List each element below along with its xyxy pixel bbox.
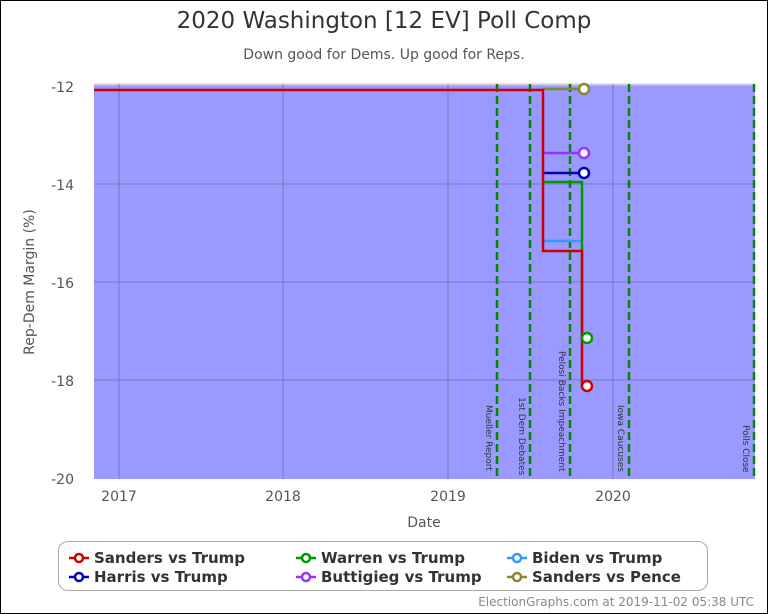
x-tick: 2018 bbox=[265, 489, 301, 505]
event-label-pelosi: Pelosi Backs Impeachment bbox=[556, 351, 566, 472]
legend-marker-icon bbox=[69, 571, 89, 583]
event-label-debates: 1st Dem Debates bbox=[516, 397, 526, 476]
legend-label: Biden vs Trump bbox=[532, 549, 663, 567]
event-label-mueller: Mueller Report bbox=[483, 405, 493, 471]
legend-marker-icon bbox=[507, 552, 527, 564]
event-label-iowa: Iowa Caucuses bbox=[615, 405, 625, 472]
x-tick: 2020 bbox=[595, 489, 631, 505]
legend-item[interactable]: Sanders vs Trump bbox=[69, 549, 245, 567]
legend-item[interactable]: Harris vs Trump bbox=[69, 568, 228, 586]
x-axis-label: Date bbox=[407, 515, 441, 531]
y-tick: -18 bbox=[51, 374, 74, 390]
credit-text[interactable]: ElectionGraphs.com at 2019-11-02 05:38 U… bbox=[478, 595, 754, 609]
chart-title: 2020 Washington [12 EV] Poll Comp bbox=[176, 8, 592, 34]
x-tick: 2019 bbox=[430, 489, 466, 505]
legend-marker-icon bbox=[69, 552, 89, 564]
legend-label: Sanders vs Trump bbox=[94, 549, 246, 567]
chart-subtitle: Down good for Dems. Up good for Reps. bbox=[243, 47, 525, 63]
legend-label: Warren vs Trump bbox=[321, 549, 465, 567]
legend-item[interactable]: Warren vs Trump bbox=[296, 549, 465, 567]
legend-label: Buttigieg vs Trump bbox=[321, 568, 482, 586]
legend-marker-icon bbox=[296, 571, 316, 583]
y-tick: -20 bbox=[51, 472, 74, 488]
legend-label: Harris vs Trump bbox=[94, 568, 228, 586]
y-tick: -16 bbox=[51, 276, 74, 292]
y-tick: -14 bbox=[51, 178, 74, 194]
legend-item[interactable]: Sanders vs Pence bbox=[507, 568, 681, 586]
legend-marker-icon bbox=[507, 571, 527, 583]
legend-label: Sanders vs Pence bbox=[532, 568, 681, 586]
legend-item[interactable]: Buttigieg vs Trump bbox=[296, 568, 482, 586]
legend-marker-icon bbox=[296, 552, 316, 564]
x-tick: 2017 bbox=[101, 489, 137, 505]
legend-item[interactable]: Biden vs Trump bbox=[507, 549, 662, 567]
y-tick: -12 bbox=[51, 80, 74, 96]
legend: Sanders vs Trump Warren vs Trump Biden v… bbox=[58, 541, 708, 591]
event-lines bbox=[495, 84, 756, 479]
event-label-polls-close: Polls Close bbox=[740, 425, 750, 473]
